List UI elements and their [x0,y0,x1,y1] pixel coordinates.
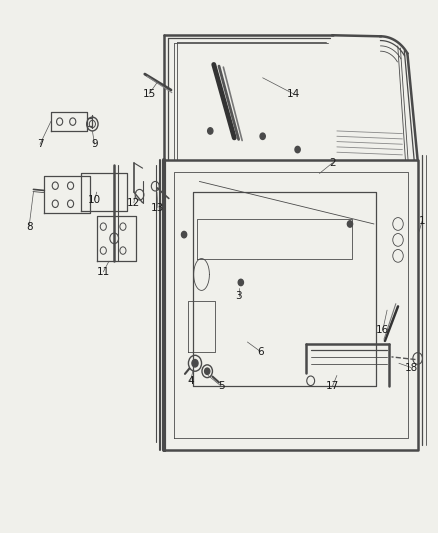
Text: 9: 9 [91,139,98,149]
Text: 15: 15 [142,88,156,99]
Circle shape [205,368,210,374]
Text: 4: 4 [187,376,194,386]
Circle shape [238,279,244,286]
Text: 3: 3 [235,290,242,301]
Circle shape [192,360,198,367]
Circle shape [347,221,353,227]
Circle shape [295,147,300,153]
Text: 12: 12 [127,198,141,208]
Text: 17: 17 [326,381,339,391]
Text: 18: 18 [404,362,418,373]
Text: 7: 7 [37,139,43,149]
Circle shape [181,231,187,238]
Text: 13: 13 [151,203,165,213]
Text: 6: 6 [257,346,264,357]
Text: 10: 10 [88,195,101,205]
Text: 11: 11 [97,267,110,277]
Text: 8: 8 [26,222,32,232]
Circle shape [260,133,265,140]
Text: 5: 5 [218,381,225,391]
Circle shape [208,128,213,134]
Text: 14: 14 [286,88,300,99]
Text: 1: 1 [419,216,425,227]
Text: 16: 16 [376,325,389,335]
Text: 2: 2 [329,158,336,168]
